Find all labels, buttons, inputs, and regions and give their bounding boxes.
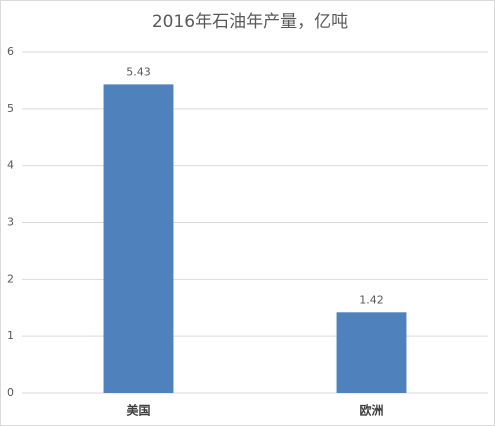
x-tick-label: 美国 xyxy=(126,403,150,418)
y-tick-label: 4 xyxy=(7,159,14,172)
data-label: 5.43 xyxy=(126,65,151,78)
bar xyxy=(103,84,174,394)
data-label: 1.42 xyxy=(359,293,384,306)
y-tick-label: 2 xyxy=(7,272,14,285)
y-tick-label: 6 xyxy=(7,45,14,58)
y-tick-label: 0 xyxy=(7,386,14,399)
y-tick-label: 5 xyxy=(7,102,14,115)
x-tick-label: 欧洲 xyxy=(359,403,383,418)
chart-title: 2016年石油年产量，亿吨 xyxy=(152,12,348,32)
bar xyxy=(336,312,407,393)
y-tick-label: 3 xyxy=(7,216,14,229)
y-tick-label: 1 xyxy=(7,329,14,342)
